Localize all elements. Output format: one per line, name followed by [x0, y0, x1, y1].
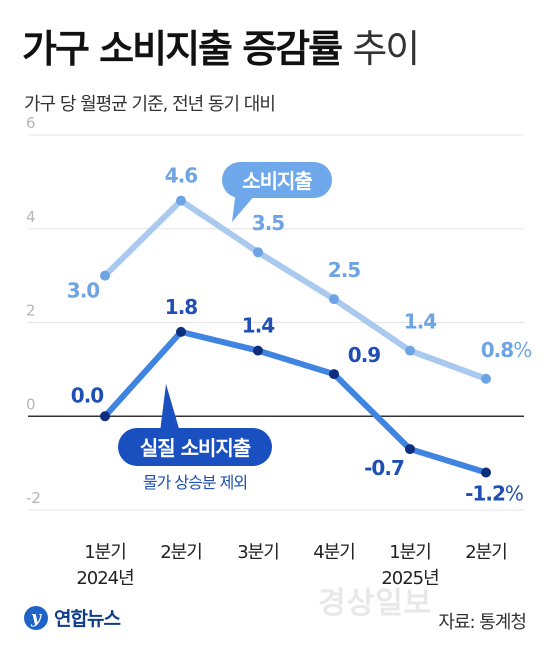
- page-subtitle: 가구 당 월평균 기준, 전년 동기 대비: [24, 94, 276, 115]
- logo: y 연합뉴스: [24, 604, 121, 631]
- callout-real-consumption: 실질 소비지출: [118, 384, 272, 466]
- data-label: 3.5: [252, 211, 285, 235]
- logo-text: 연합뉴스: [54, 608, 121, 630]
- x-tick-label: 2분기: [160, 542, 202, 563]
- x-tick-label: 4분기: [313, 542, 355, 563]
- y-tick-labels: 6 4 2 0 -2: [26, 114, 41, 507]
- data-label: 3.0: [67, 279, 100, 303]
- data-point: [100, 270, 110, 281]
- x-year-label: 2025년: [381, 568, 438, 589]
- title-main: 가구 소비지출 증감률: [22, 27, 343, 71]
- data-point: [405, 444, 415, 455]
- x-tick-label: 2분기: [465, 542, 507, 563]
- data-label: 0.8%: [481, 338, 531, 362]
- data-point: [253, 247, 263, 258]
- data-point: [329, 294, 339, 305]
- y-tick-label: 6: [26, 114, 36, 132]
- y-tick-label: 4: [26, 208, 36, 226]
- page-title: 가구 소비지출 증감률 추이: [22, 18, 420, 73]
- data-label: 1.8: [165, 295, 198, 319]
- source-note: 자료: 통계청: [438, 612, 527, 633]
- data-labels: 3.0 4.6 3.5 2.5 1.4 0.8% 0.0 1.8 1.4 0.9 -0.7 -1.2%: [67, 164, 532, 506]
- data-point: [481, 373, 491, 384]
- callout-real-consumption-note: 물가 상승분 제외: [143, 473, 247, 492]
- series-line-real-consumption: [102, 328, 489, 476]
- data-points: [100, 195, 491, 478]
- callout-real-consumption-label: 실질 소비지출: [140, 436, 251, 460]
- x-year-label: 2024년: [76, 568, 133, 589]
- series-line-consumption: [102, 197, 489, 382]
- x-tick-label: 1분기: [389, 542, 431, 563]
- data-point: [176, 326, 186, 337]
- data-point: [481, 467, 491, 478]
- data-label: 0.9: [348, 343, 381, 367]
- title-suffix: 추이: [352, 27, 420, 71]
- data-label: 4.6: [165, 164, 198, 188]
- yonhap-logo-icon: y: [24, 605, 48, 630]
- y-tick-label: 0: [26, 395, 36, 413]
- data-label: 1.4: [404, 310, 437, 334]
- x-tick-label: 1분기: [84, 542, 126, 563]
- data-label: 2.5: [328, 258, 361, 282]
- data-point: [100, 411, 110, 422]
- data-point: [176, 195, 186, 206]
- data-label: 0.0: [71, 383, 104, 407]
- watermark: 경상일보: [318, 586, 433, 621]
- callout-consumption-label: 소비지출: [242, 169, 312, 193]
- x-tick-label: 3분기: [237, 542, 279, 563]
- data-label: 1.4: [242, 314, 275, 338]
- x-tick-labels: 1분기 2분기 3분기 4분기 1분기 2분기 2024년 2025년: [76, 542, 507, 589]
- data-label: -1.2%: [465, 482, 523, 506]
- data-point: [405, 345, 415, 356]
- series-lines: [102, 197, 489, 476]
- data-label: -0.7: [364, 456, 404, 480]
- y-tick-label: -2: [26, 489, 41, 507]
- callout-consumption: 소비지출: [222, 162, 332, 222]
- data-point: [253, 345, 263, 356]
- grid-lines: [28, 134, 524, 511]
- data-point: [329, 369, 339, 380]
- y-tick-label: 2: [26, 302, 36, 320]
